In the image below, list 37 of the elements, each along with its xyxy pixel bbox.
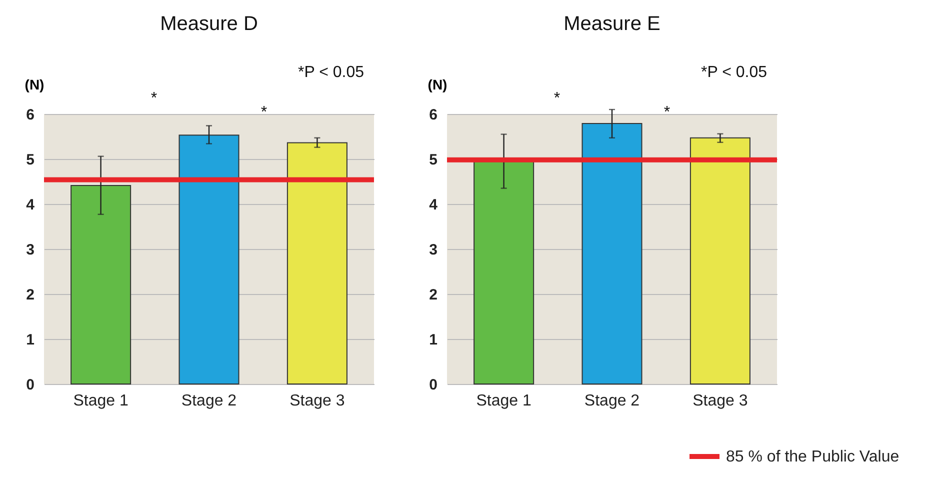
text: *	[554, 90, 560, 107]
y-tick-label: 5	[26, 152, 34, 168]
y-tick-label: 6	[26, 106, 34, 124]
y-axis-title: (N)	[428, 76, 448, 92]
y-tick-label: 2	[26, 286, 34, 304]
y-tick-label: 3	[429, 242, 438, 258]
text: *	[150, 90, 158, 107]
y-tick-label: 4	[26, 196, 36, 214]
y-tick-label: 5	[429, 152, 438, 168]
text: *P < 0.05	[298, 64, 364, 81]
y-tick-label: 2	[429, 286, 438, 304]
bar	[178, 134, 240, 384]
y-tick-label: 3	[26, 242, 34, 258]
y-tick-label: 6	[429, 106, 438, 124]
chart-title: Measure E	[564, 13, 660, 35]
text: *P < 0.05	[701, 64, 768, 81]
y-tick-label: 0	[429, 376, 438, 394]
x-tick-label: Stage 3	[692, 392, 748, 410]
y-axis-title: (N)	[24, 76, 44, 92]
y-tick-label: 1	[26, 332, 34, 348]
bar	[690, 137, 750, 384]
x-tick-label: Stage 1	[73, 392, 128, 410]
y-tick-label: 1	[429, 332, 438, 348]
bar	[70, 185, 132, 384]
y-tick-label: 4	[429, 196, 438, 214]
bar	[286, 142, 348, 384]
x-tick-label: Stage 1	[476, 392, 532, 410]
bar	[582, 122, 642, 384]
annotation: *	[260, 104, 268, 121]
x-tick-label: Stage 2	[181, 392, 237, 410]
chart-title: Measure D	[160, 13, 258, 35]
x-tick-label: Stage 2	[584, 392, 640, 410]
legend-label: 85 % of the Public Value	[726, 448, 900, 466]
bar	[474, 160, 534, 384]
y-tick-label: 0	[26, 376, 34, 394]
x-tick-label: Stage 3	[290, 392, 345, 410]
annotation: *	[664, 104, 670, 121]
